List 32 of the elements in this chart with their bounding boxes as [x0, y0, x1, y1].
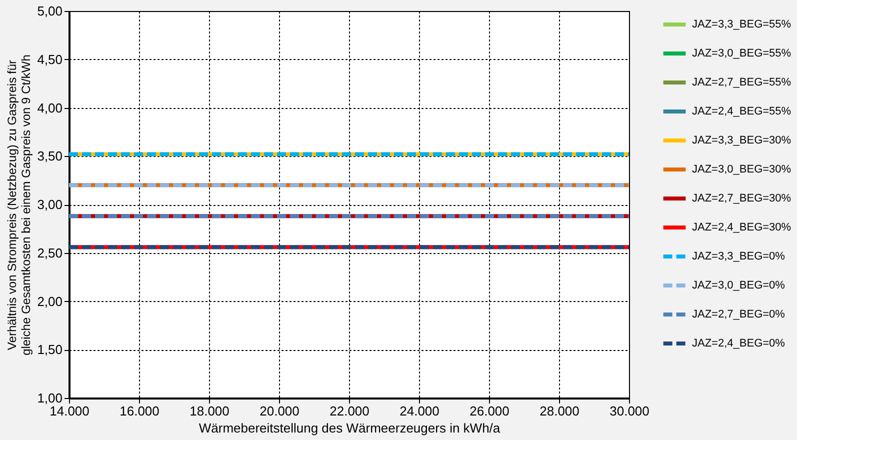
y-tick-label: 4,00: [37, 100, 62, 116]
legend-label: JAZ=3,3_BEG=55%: [692, 18, 792, 30]
legend-label: JAZ=2,4_BEG=55%: [692, 106, 792, 118]
x-tick-label: 28.000: [540, 404, 580, 418]
legend-label: JAZ=3,0_BEG=30%: [692, 164, 792, 176]
legend-label: JAZ=2,7_BEG=55%: [692, 76, 792, 88]
x-tick-label: 14.000: [50, 404, 90, 418]
y-tick-label: 4,50: [37, 52, 62, 67]
x-tick-label: 18.000: [190, 404, 230, 418]
legend-label: JAZ=2,7_BEG=0%: [692, 308, 786, 320]
legend-label: JAZ=3,3_BEG=0%: [692, 250, 786, 262]
x-tick-label: 20.000: [260, 404, 300, 418]
y-axis-title: Verhältnis von Strompreis (Netzbezug) zu Gaspreis für gleiche Gesamtkosten bei einem Gaspreis von 9 Ct/kWh: [5, 54, 34, 356]
legend-label: JAZ=2,7_BEG=30%: [692, 192, 792, 204]
y-tick-label: 5,00: [37, 4, 62, 18]
y-tick-label: 3,50: [37, 148, 62, 164]
x-tick-label: 30.000: [610, 404, 650, 418]
y-tick-label: 3,00: [37, 197, 62, 212]
legend-label: JAZ=2,4_BEG=30%: [692, 222, 792, 234]
x-tick-label: 24.000: [400, 404, 440, 418]
x-axis-title: Wärmebereitstellung des Wärmeerzeugers in kWh/a: [198, 420, 501, 436]
y-tick-label: 1,50: [37, 342, 62, 358]
legend-label: JAZ=2,4_BEG=0%: [692, 338, 786, 350]
y-tick-label: 2,50: [37, 245, 62, 260]
x-tick-label: 22.000: [330, 404, 370, 418]
x-tick-label: 26.000: [470, 404, 510, 418]
y-tick-label: 2,00: [37, 294, 62, 309]
legend-label: JAZ=3,0_BEG=55%: [692, 48, 792, 60]
y-tick-label: 1,00: [37, 390, 62, 406]
x-tick-label: 16.000: [120, 404, 160, 418]
legend-label: JAZ=3,3_BEG=30%: [692, 134, 792, 146]
legend-label: JAZ=3,0_BEG=0%: [692, 280, 786, 292]
